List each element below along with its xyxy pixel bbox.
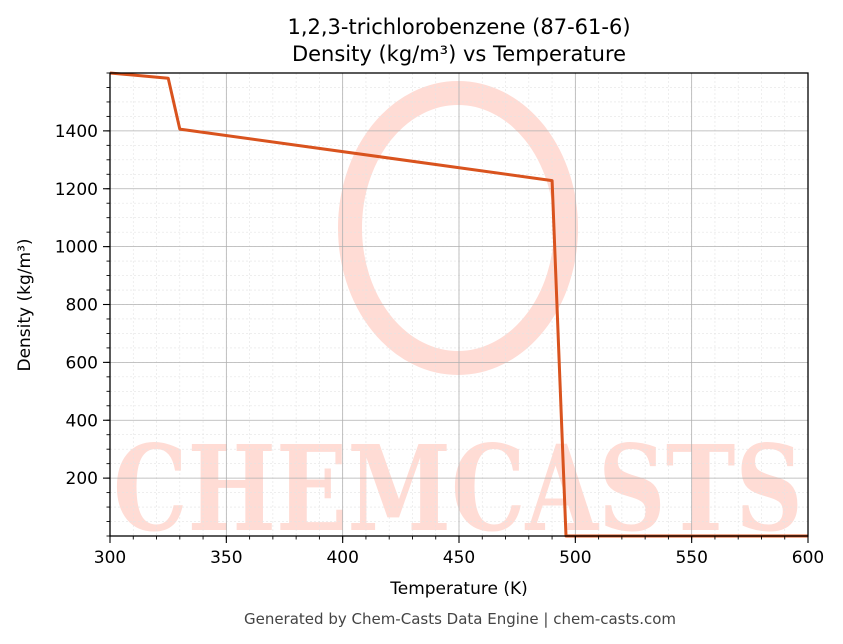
y-tick-label: 1400: [55, 122, 98, 142]
footer-credit: Generated by Chem-Casts Data Engine | ch…: [244, 610, 676, 628]
y-tick-label: 1000: [55, 238, 98, 258]
x-tick-label: 600: [792, 548, 824, 568]
x-tick-label: 550: [675, 548, 707, 568]
x-tick-label: 450: [443, 548, 475, 568]
watermark-logo-ring: [338, 81, 578, 375]
axis-ticks: [103, 72, 809, 543]
y-tick-label: 400: [66, 411, 98, 431]
y-tick-label: 800: [66, 296, 98, 316]
x-tick-label: 350: [210, 548, 242, 568]
major-grid: [109, 73, 809, 536]
y-tick-label: 200: [66, 469, 98, 489]
y-tick-label: 1200: [55, 180, 98, 200]
x-tick-label: 300: [94, 548, 126, 568]
x-tick-label: 400: [326, 548, 358, 568]
chemcasts-watermark: CHEMCASTS: [113, 81, 803, 558]
y-axis-label: Density (kg/m³): [15, 238, 35, 371]
y-tick-label: 600: [66, 353, 98, 373]
chart-subtitle: Density (kg/m³) vs Temperature: [292, 42, 626, 66]
tick-labels: 300 350 400 450 500 550 600 200 400 600 800 1000 120…: [55, 122, 824, 568]
chart-title: 1,2,3-trichlorobenzene (87-61-6): [287, 15, 630, 39]
x-tick-label: 500: [559, 548, 591, 568]
x-axis-label: Temperature (K): [389, 579, 528, 599]
